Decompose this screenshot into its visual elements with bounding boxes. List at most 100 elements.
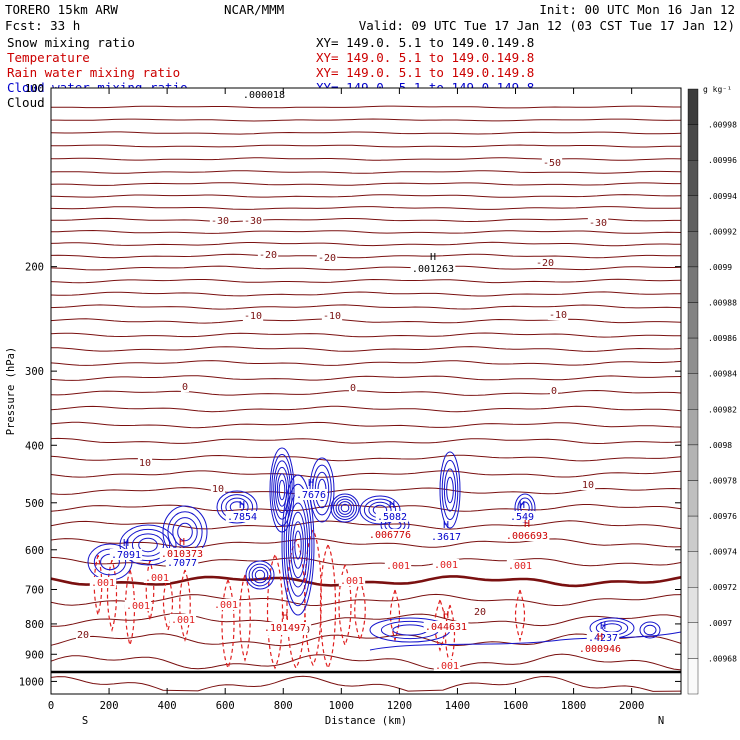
temperature-label-bg <box>209 215 231 226</box>
y-tick-label: 100 <box>25 83 44 95</box>
max-value-bg <box>504 530 550 541</box>
isotherm <box>50 241 682 247</box>
rain-contour <box>124 569 136 648</box>
x-axis-label: Distance (km) <box>325 715 407 727</box>
isotherm <box>50 675 682 692</box>
temperature-label-bg <box>257 249 279 260</box>
plot-frame <box>50 87 682 695</box>
colorbar-swatch <box>687 480 699 517</box>
temperature-label-bg <box>321 310 343 321</box>
colorbar-label: .00986 <box>708 334 737 343</box>
colorbar-label: .00982 <box>708 405 737 414</box>
rain-contour <box>389 589 401 643</box>
temperature-label: -50 <box>543 158 561 169</box>
temperature-label-bg <box>348 382 358 393</box>
max-value: .7091 <box>111 550 141 561</box>
contour-labels: -50 -30 -30 -30 -20 -20 -20 -10 -10 -10 0 0 0 10 10 10 2… <box>75 157 609 672</box>
colorbar-label: .0098 <box>708 441 732 450</box>
max-value: .4237 <box>588 633 618 644</box>
field-label: Snow mixing ratio <box>7 35 135 50</box>
colorbar-label: .00998 <box>708 121 737 130</box>
max-marker: H <box>600 621 606 632</box>
max-value: .006693 <box>506 531 548 542</box>
init-time: Init: 00 UTC Mon 16 Jan 12 <box>539 2 735 17</box>
colorbar-swatch <box>687 658 699 695</box>
max-value: .006776 <box>369 530 411 541</box>
y-tick-label: 700 <box>25 585 44 597</box>
temperature-label: -20 <box>259 250 277 261</box>
max-value-bg <box>241 89 287 100</box>
y-tick-label: 500 <box>25 498 44 510</box>
y-tick-label: 200 <box>25 262 44 274</box>
isotherm <box>50 304 682 310</box>
isotherm <box>51 217 681 223</box>
temperature-label-bg <box>180 381 190 392</box>
isotherm <box>50 520 682 530</box>
y-tick-label: 800 <box>25 619 44 631</box>
isotherm <box>50 375 682 381</box>
x-tick-label: 1200 <box>387 700 412 712</box>
max-value-bg <box>165 557 199 568</box>
colorbar-swatch <box>687 124 699 161</box>
max-marker: H <box>179 537 185 548</box>
x-tick-label: 400 <box>158 700 177 712</box>
isotherm <box>50 346 682 352</box>
axes: 0 200 400 600 800 1000 1200 1400 1600 1800 2000100… <box>19 83 681 712</box>
cloud-water-contour <box>172 517 198 547</box>
colorbar-swatch <box>687 266 699 303</box>
cloud-water-contour <box>278 479 286 501</box>
colorbar-label: .0097 <box>708 619 732 628</box>
max-value-bg <box>586 632 620 643</box>
field-label: Temperature <box>7 50 90 65</box>
colorbar-swatch <box>687 231 699 268</box>
isotherm <box>50 318 682 324</box>
colorbar-label: .00978 <box>708 476 737 485</box>
max-marker: H <box>443 610 449 621</box>
temperature-label-bg <box>587 217 609 228</box>
y-tick-label: 900 <box>25 649 44 661</box>
rain-label-bg <box>169 614 197 625</box>
cloud-water-contour <box>273 460 291 520</box>
max-value-bg <box>410 263 456 274</box>
cloud-water-contour <box>245 560 275 590</box>
rain-label: .001 <box>145 573 169 584</box>
isotherm <box>50 437 682 445</box>
isotherm <box>50 487 682 495</box>
rain-contour <box>338 564 352 647</box>
rain-contour <box>93 554 103 616</box>
isotherm <box>50 633 682 647</box>
max-value: .000946 <box>579 644 621 655</box>
cloud-water-contour <box>292 521 304 569</box>
max-value: .001263 <box>412 264 454 275</box>
max-value-bg <box>375 511 409 522</box>
colorbar-label: .0099 <box>708 263 732 272</box>
temperature-label: 0 <box>551 386 557 397</box>
temperature-label: -30 <box>211 216 229 227</box>
cloud-water-contour <box>216 490 258 524</box>
rain-contour <box>179 569 191 642</box>
max-value: .000018 <box>243 90 285 101</box>
cloud-water-contour <box>439 451 461 529</box>
colorbar-swatch <box>687 195 699 232</box>
isotherm <box>50 389 682 396</box>
max-marker: H <box>519 500 525 511</box>
cloud-water-contour <box>119 524 177 566</box>
colorbar-label: .00992 <box>708 227 737 236</box>
isotherm <box>50 538 682 549</box>
rain-contour <box>162 574 174 633</box>
temperature-label-bg <box>472 606 488 617</box>
max-value: .5082 <box>377 512 407 523</box>
temperature-label: -10 <box>244 311 262 322</box>
temperature-label-bg <box>534 257 556 268</box>
max-value-bg <box>423 621 469 632</box>
rain-contour <box>434 599 446 652</box>
temperature-label-bg <box>210 483 226 494</box>
isotherm <box>50 229 682 234</box>
isotherm <box>50 253 681 259</box>
rain-label-bg <box>384 560 412 571</box>
max-value: .7077 <box>167 558 197 569</box>
max-value-bg <box>262 622 308 633</box>
max-marker: H <box>597 632 603 643</box>
rain-contour <box>266 554 284 670</box>
cloud-water-contour <box>369 631 682 651</box>
